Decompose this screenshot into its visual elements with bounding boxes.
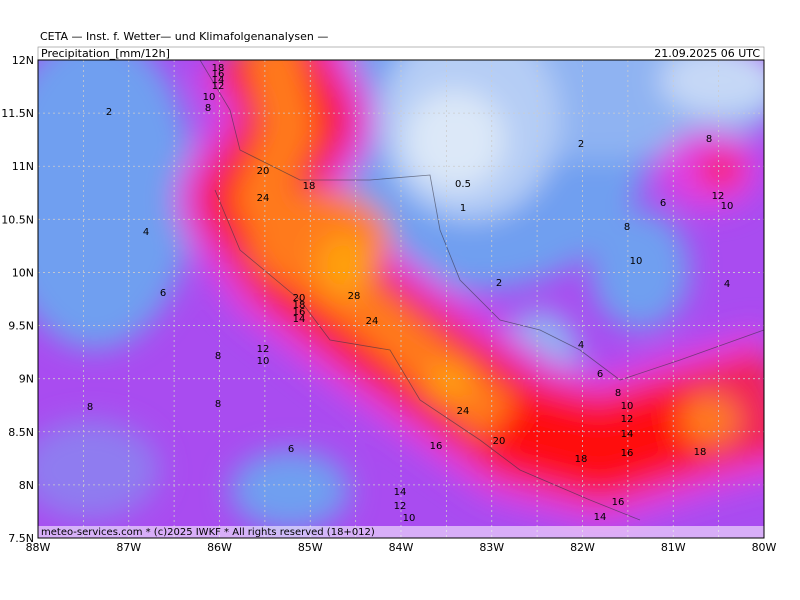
contour-label: 2: [106, 107, 112, 118]
x-tick-label: 80W: [752, 541, 777, 554]
contour-label: 14: [293, 314, 306, 325]
contour-label: 6: [288, 444, 294, 455]
y-tick-label: 12N: [12, 54, 34, 67]
footer: meteo-services.com * (c)2025 IWKF * All …: [41, 527, 375, 538]
contour-label: 2: [496, 278, 502, 289]
contour-label: 14: [621, 429, 634, 440]
contour-label: 6: [597, 369, 603, 380]
y-tick-label: 11.5N: [1, 107, 34, 120]
contour-label: 10: [721, 201, 734, 212]
contour-label: 16: [621, 448, 634, 459]
grid: [38, 60, 764, 538]
contour-label: 16: [430, 441, 443, 452]
x-tick-label: 81W: [661, 541, 686, 554]
contour-label: 4: [143, 227, 149, 238]
contour-label: 24: [366, 316, 379, 327]
y-tick-label: 10.5N: [1, 213, 34, 226]
x-tick-label: 85W: [298, 541, 323, 554]
x-tick-label: 88W: [26, 541, 51, 554]
contour-label: 16: [212, 69, 225, 80]
axes: 88W 87W 86W 85W 84W 83W 82W 81W 80W12N11.5N11N10…: [1, 54, 776, 554]
y-tick-label: 9N: [19, 373, 34, 386]
contour-label: 14: [212, 75, 225, 86]
contour-label: 14: [594, 512, 607, 523]
contour-label: 2: [578, 139, 584, 150]
contour-label: 18: [303, 181, 316, 192]
contour-label: 8: [87, 402, 93, 413]
contour-label: 10: [621, 401, 634, 412]
contour-label: 10: [403, 513, 416, 524]
contour-label: 8: [205, 103, 211, 114]
contour-label: 10: [630, 256, 643, 267]
x-tick-label: 87W: [116, 541, 141, 554]
contour-label: 10: [257, 356, 270, 367]
x-tick-label: 84W: [389, 541, 414, 554]
datetime: 21.09.2025 06 UTC: [654, 47, 760, 60]
contour-label: 14: [394, 487, 407, 498]
y-tick-label: 8.5N: [8, 426, 34, 439]
map-frame: [37, 59, 765, 539]
contour-label: 8: [615, 388, 621, 399]
contour-label: 8: [215, 351, 221, 362]
y-tick-label: 11N: [12, 160, 34, 173]
contour-label: 16: [293, 307, 306, 318]
field-shading: [38, 60, 764, 530]
contour-label: 6: [160, 288, 166, 299]
y-tick-label: 9.5N: [8, 320, 34, 333]
y-tick-label: 7.5N: [8, 532, 34, 545]
contour-label: 20: [257, 166, 270, 177]
contour-label: 18: [694, 447, 707, 458]
contour-label: 8: [624, 222, 630, 233]
variable: Precipitation_[mm/12h]: [41, 47, 170, 60]
contour-label: 16: [612, 497, 625, 508]
x-tick-label: 86W: [207, 541, 232, 554]
x-tick-label: 83W: [479, 541, 504, 554]
contour-label: 6: [660, 198, 666, 209]
contour-label: 4: [578, 340, 584, 351]
contour-label: 12: [212, 81, 225, 92]
title: CETA — Inst. f. Wetter— und Klimafolgena…: [40, 30, 328, 43]
contour-label: 8: [706, 134, 712, 145]
contour-label: 0.5: [455, 179, 471, 190]
contour-label: 12: [621, 414, 634, 425]
contour-label: 20: [493, 436, 506, 447]
contour-label: 18: [575, 454, 588, 465]
contour-label: 20: [293, 293, 306, 304]
contour-label: 12: [394, 501, 407, 512]
y-tick-label: 8N: [19, 479, 34, 492]
y-tick-label: 10N: [12, 266, 34, 279]
contour-label: 8: [215, 399, 221, 410]
contour-label: 24: [257, 193, 270, 204]
x-tick-label: 82W: [570, 541, 595, 554]
contour-label: 10: [203, 92, 216, 103]
contour-label: 18: [293, 300, 306, 311]
contour-label: 12: [257, 344, 270, 355]
contour-label: 4: [724, 279, 730, 290]
contour-label: 12: [712, 191, 725, 202]
coastline: [199, 60, 764, 381]
contour-label: 1: [460, 203, 466, 214]
footer-strip: [38, 526, 764, 538]
contour-label: 28: [348, 291, 361, 302]
contour-label: 24: [457, 406, 470, 417]
contour-label: 18: [212, 63, 225, 74]
